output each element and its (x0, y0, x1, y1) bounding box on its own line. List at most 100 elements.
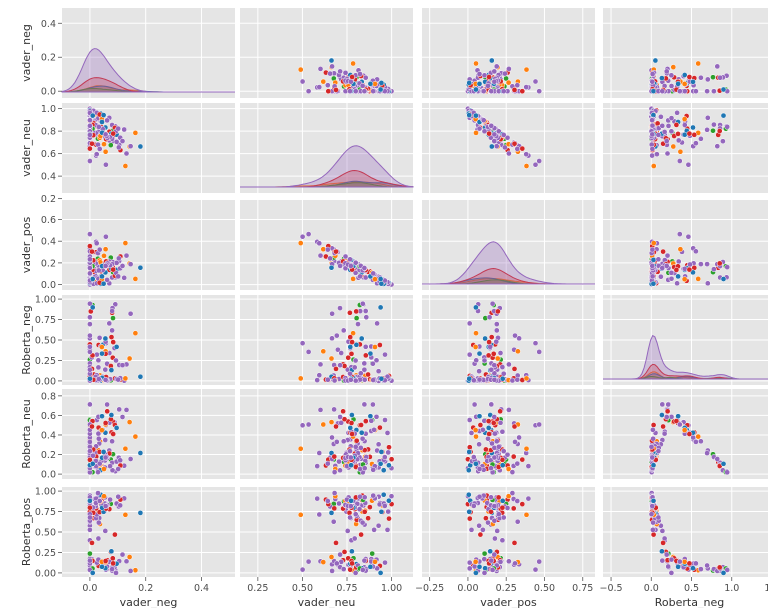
scatter-point (87, 243, 93, 249)
scatter-point (113, 344, 120, 350)
scatter-point (384, 430, 391, 436)
scatter-point (378, 375, 385, 382)
scatter-point (493, 438, 500, 445)
scatter-point (650, 462, 657, 469)
scatter-point (649, 454, 656, 461)
scatter-point (358, 531, 364, 538)
scatter-point (127, 143, 134, 150)
scatter-point (658, 273, 664, 280)
scatter-point (384, 526, 391, 533)
scatter-point (358, 335, 365, 342)
scatter-point (316, 372, 323, 379)
scatter-point (93, 240, 100, 247)
scatter-point (299, 78, 306, 85)
scatter-point (297, 240, 304, 246)
scatter-point (649, 146, 656, 152)
scatter-point (333, 439, 340, 445)
scatter-point (347, 566, 354, 573)
scatter-point (670, 143, 677, 150)
scatter-point (340, 327, 347, 334)
scatter-point (331, 505, 338, 512)
scatter-point (107, 496, 113, 503)
scatter-point (337, 68, 343, 75)
scatter-point (493, 63, 500, 70)
scatter-point (137, 373, 144, 380)
scatter-point (673, 122, 680, 128)
scatter-point (115, 466, 122, 472)
scatter-point (96, 246, 103, 253)
scatter-point (466, 417, 473, 423)
scatter-point (317, 66, 324, 72)
y-tick-label: 1.0 (41, 104, 56, 115)
scatter-point (121, 274, 128, 281)
scatter-point (710, 74, 716, 81)
scatter-point (347, 448, 353, 454)
scatter-point (511, 140, 518, 147)
scatter-point (96, 146, 103, 152)
scatter-point (377, 570, 384, 576)
scatter-point (115, 125, 122, 132)
scatter-point (87, 349, 93, 355)
scatter-point (488, 88, 495, 95)
scatter-point (337, 551, 343, 558)
scatter-point (377, 424, 383, 431)
scatter-point (505, 79, 512, 86)
scatter-point (382, 351, 388, 358)
scatter-point (349, 74, 355, 80)
scatter-point (87, 448, 93, 454)
scatter-point (337, 305, 343, 311)
scatter-point (137, 143, 144, 150)
scatter-point (101, 141, 107, 148)
scatter-point (123, 558, 130, 565)
x-tick-label: 0.75 (572, 583, 593, 594)
y-tick-label: 0.0 (41, 280, 56, 291)
scatter-point (305, 88, 312, 95)
scatter-point (486, 339, 492, 345)
scatter-point (650, 497, 657, 504)
scatter-point (123, 252, 130, 259)
scatter-point (381, 454, 388, 460)
scatter-point (372, 344, 378, 350)
scatter-point (353, 308, 360, 315)
scatter-point (488, 494, 494, 501)
scatter-point (650, 422, 657, 428)
scatter-point (488, 57, 495, 64)
scatter-point (378, 449, 385, 455)
scatter-point (99, 344, 105, 350)
scatter-point (119, 551, 126, 558)
y-tick-label: 0.8 (41, 391, 56, 402)
scatter-point (377, 342, 383, 348)
scatter-point (324, 498, 331, 504)
scatter-point (497, 350, 504, 356)
scatter-point (327, 255, 333, 262)
scatter-point (89, 570, 96, 576)
scatter-point (89, 112, 96, 119)
scatter-point (89, 248, 95, 255)
scatter-point (342, 253, 349, 260)
scatter-point (106, 320, 113, 327)
x-tick-label: 1.0 (724, 583, 739, 594)
scatter-point (506, 407, 512, 413)
scatter-point (347, 256, 353, 263)
scatter-point (511, 540, 518, 546)
scatter-point (333, 560, 340, 567)
scatter-point (659, 557, 666, 564)
scatter-point (320, 78, 327, 85)
scatter-point (720, 460, 727, 467)
scatter-point (96, 334, 103, 341)
scatter-point (488, 143, 495, 150)
scatter-point (473, 112, 479, 119)
scatter-point (502, 144, 508, 151)
scatter-point (119, 414, 126, 420)
scatter-point (363, 314, 370, 321)
panel-r3-c2 (422, 295, 595, 385)
scatter-point (386, 515, 392, 522)
scatter-point (137, 264, 144, 271)
scatter-point (491, 517, 498, 524)
scatter-point (132, 330, 139, 337)
scatter-point (377, 276, 384, 282)
scatter-point (466, 508, 473, 515)
scatter-point (320, 559, 327, 565)
scatter-point (297, 66, 304, 73)
